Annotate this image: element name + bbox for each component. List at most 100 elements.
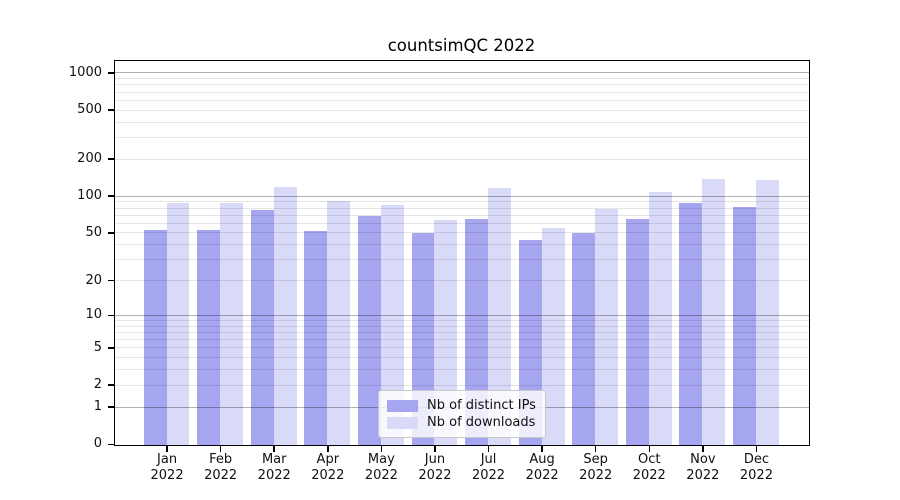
legend: Nb of distinct IPs Nb of downloads [378,390,546,438]
y-axis-tick-label: 5 [93,339,102,355]
legend-label-distinct-ips: Nb of distinct IPs [427,398,536,413]
gridline-major [114,314,809,316]
bar-distinct-ips [733,207,756,445]
y-axis-tick-mark [107,314,114,317]
gridline-minor [114,331,809,333]
x-axis-tick-mark [380,445,383,452]
bar-downloads [380,204,404,445]
y-axis-tick-mark [107,72,114,74]
gridline-minor [114,325,809,327]
plot-area [113,60,810,446]
gridline-minor [114,201,809,203]
y-axis-tick-label: 1 [93,399,102,415]
bar-distinct-ips [679,202,703,445]
gridline-minor [114,136,809,138]
gridline-minor [114,222,809,224]
bar-distinct-ips [197,230,221,445]
chart-title: countsimQC 2022 [387,36,536,55]
x-axis-tick-mark [219,445,222,452]
bar-downloads [166,203,190,445]
y-axis-tick-mark [107,443,114,446]
bar-downloads [434,219,458,445]
y-axis-tick-mark [107,384,114,386]
x-axis-tick-mark [434,445,436,452]
y-axis-tick-label: 0 [93,436,102,452]
y-axis-tick-mark [107,347,114,349]
bar-distinct-ips [572,233,596,445]
gridline-minor [114,347,809,349]
y-axis-tick-mark [107,232,114,234]
gridline-minor [114,84,809,86]
x-axis-tick-mark [541,445,543,452]
bar-downloads [755,180,779,445]
x-axis-tick-mark [166,445,168,452]
x-axis-tick-mark [594,445,597,452]
gridline-minor [114,259,809,261]
x-axis-tick-mark [648,445,651,452]
x-axis-tick-label: Jul 2022 [471,452,506,483]
x-axis-tick-label: Apr 2022 [311,452,345,483]
gridline-major [114,195,809,197]
bar-distinct-ips [250,209,274,445]
gridline-minor [114,158,809,160]
bar-distinct-ips [357,216,381,445]
gridline-minor [114,320,809,321]
y-axis-tick-label: 50 [85,224,102,240]
x-axis-tick-mark [702,445,704,452]
y-axis-tick-label: 20 [85,272,102,288]
y-axis-tick-label: 10 [85,307,102,323]
legend-label-downloads: Nb of downloads [427,415,536,430]
gridline-minor [114,384,809,386]
legend-item-downloads: Nb of downloads [387,415,537,430]
x-axis-tick-label: Jan 2022 [150,452,184,483]
gridline-minor [114,109,809,111]
y-axis-tick-mark [107,195,114,197]
gridline-minor [114,369,809,371]
gridline-minor [114,78,809,79]
legend-item-distinct-ips: Nb of distinct IPs [387,398,537,413]
x-axis-tick-label: Feb 2022 [204,452,238,483]
bar-downloads [541,228,565,445]
x-axis-tick-label: May 2022 [364,452,398,483]
x-axis-tick-label: Jun 2022 [418,452,452,483]
y-axis-tick-mark [107,109,114,111]
gridline-minor [114,99,809,101]
gridline-minor [114,232,809,234]
bar-downloads [327,201,351,445]
gridline-minor [114,357,809,359]
y-axis-tick-label: 100 [77,188,102,204]
y-axis-tick-mark [107,406,114,408]
x-axis-tick-label: Dec 2022 [739,452,773,483]
bar-downloads [488,187,511,445]
bar-distinct-ips [143,230,167,445]
x-axis-tick-label: Mar 2022 [257,452,291,483]
gridline-major [114,72,809,74]
bar-distinct-ips [465,218,489,445]
x-axis-tick-label: Nov 2022 [686,452,720,483]
y-axis-tick-mark [107,158,114,160]
gridline-minor [114,214,809,216]
bar-downloads [273,186,297,445]
gridline-minor [114,280,809,282]
gridline-minor [114,244,809,246]
bar-downloads [702,178,726,445]
x-axis-tick-mark [327,445,329,452]
bar-distinct-ips [304,231,328,445]
y-axis-tick-mark [107,279,114,282]
x-axis-tick-label: Aug 2022 [525,452,559,483]
legend-swatch-distinct-ips [387,399,418,412]
x-axis-tick-mark [273,445,275,452]
gridline-minor [114,207,809,209]
gridline-minor [114,121,809,123]
y-axis-tick-label: 200 [77,151,102,167]
bar-distinct-ips [625,218,649,445]
bar-downloads [220,203,244,445]
legend-swatch-downloads [387,416,418,429]
x-axis-tick-mark [755,445,758,452]
bar-downloads [648,191,672,445]
y-axis-tick-label: 500 [77,102,102,118]
y-axis-tick-label: 2 [93,377,102,393]
x-axis-tick-mark [487,445,490,452]
gridline-minor [114,91,809,93]
